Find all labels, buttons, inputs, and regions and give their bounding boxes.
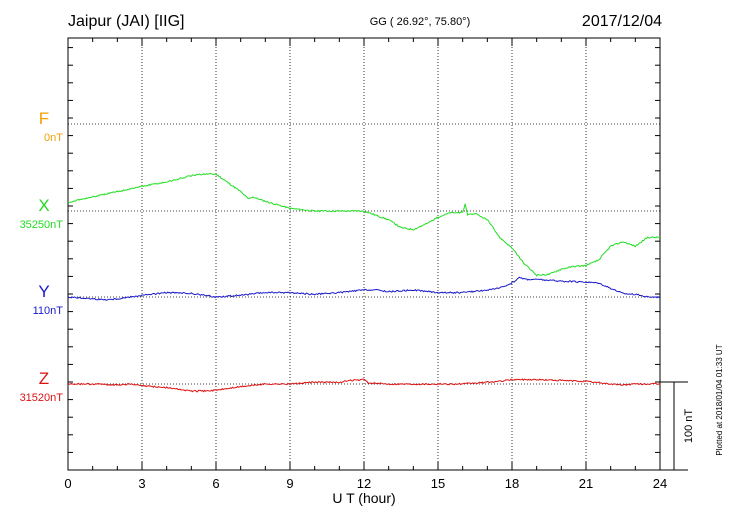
series-line-Y: [67, 276, 661, 301]
x-tick-label: 18: [505, 476, 519, 491]
label-F: F: [39, 109, 49, 128]
x-tick-label: 15: [431, 476, 445, 491]
x-axis-label: U T (hour): [332, 490, 395, 506]
x-tick-label: 0: [64, 476, 71, 491]
label-X: X: [38, 196, 49, 215]
x-tick-label: 9: [286, 476, 293, 491]
x-tick-label: 6: [212, 476, 219, 491]
date-label: 2017/12/04: [582, 13, 662, 30]
series-traces: [67, 172, 661, 393]
baseline-Z: 31520nT: [20, 392, 64, 404]
baseline-X: 35250nT: [20, 219, 64, 231]
station-title: Jaipur (JAI) [IIG]: [68, 13, 184, 30]
x-tick-label: 3: [138, 476, 145, 491]
y-minor-ticks: [68, 47, 660, 471]
coordinates: GG ( 26.92°, 75.80°): [370, 16, 471, 28]
scale-bar: 100 nT: [660, 381, 695, 471]
plotted-at-label: Plotted at 2018/01/04 01:33 UT: [715, 344, 724, 455]
series-line-Z: [67, 378, 661, 393]
baseline-F: 0nT: [44, 132, 63, 144]
x-tick-label: 21: [579, 476, 593, 491]
label-Y: Y: [38, 282, 49, 301]
scale-bar-label: 100 nT: [683, 409, 695, 444]
x-tick-label: 24: [653, 476, 667, 491]
baseline-Y: 110nT: [33, 305, 64, 317]
series-line-X: [67, 172, 661, 277]
x-tick-label: 12: [357, 476, 371, 491]
grid: [68, 38, 660, 470]
x-ticks: 0 3 6 9 12 15 18 21 24: [64, 38, 667, 491]
label-Z: Z: [39, 369, 49, 388]
